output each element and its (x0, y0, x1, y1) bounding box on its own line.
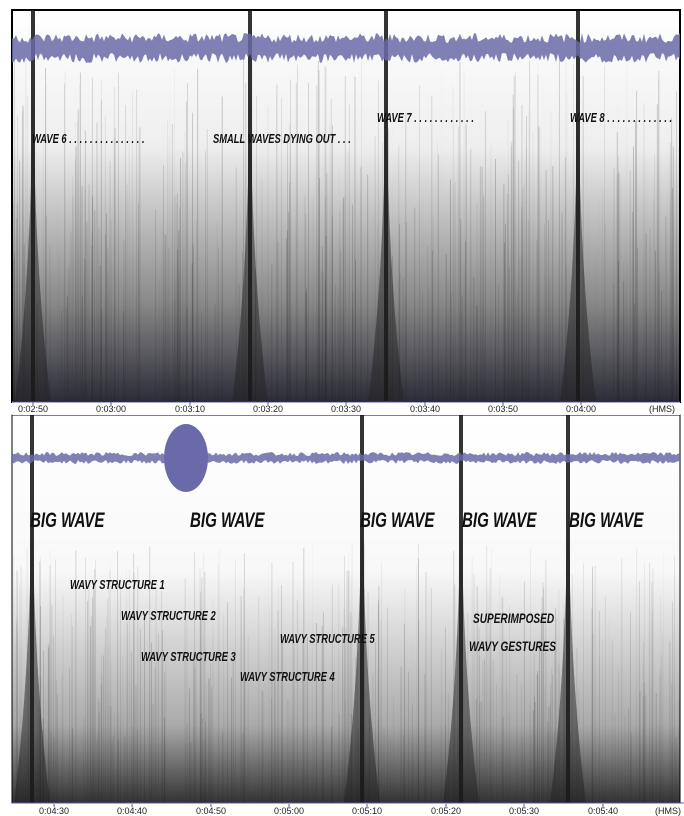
time-ruler-2 (12, 803, 684, 816)
time-tick-label: 0:05:30 (509, 806, 539, 816)
annotation: WAVY STRUCTURE 2 (121, 610, 216, 624)
time-tick-label: 0:02:50 (18, 404, 48, 414)
time-tick-label: 0:05:20 (431, 806, 461, 816)
time-tick-label: 0:03:00 (96, 404, 126, 414)
time-tick-label: 0:04:40 (117, 806, 147, 816)
annotation: BIG WAVE (462, 507, 537, 531)
annotation: BIG WAVE (30, 507, 105, 531)
annotation: BIG WAVE (360, 507, 435, 531)
annotation: BIG WAVE (190, 507, 265, 531)
time-tick-label: 0:03:40 (410, 404, 440, 414)
time-tick-label: 0:05:40 (588, 806, 618, 816)
annotation: WAVE 6 . . . . . . . . . . . . . . . (32, 133, 145, 147)
annotation: BIG WAVE (569, 507, 644, 531)
annotation: WAVY STRUCTURE 1 (70, 579, 165, 593)
waveform (12, 33, 680, 63)
time-ruler-1 (12, 402, 680, 415)
time-tick-label: 0:04:00 (566, 404, 596, 414)
annotation: WAVY STRUCTURE 3 (141, 651, 236, 665)
time-tick-label: 0:05:10 (352, 806, 382, 816)
time-unit: (HMS) (649, 404, 675, 414)
annotation: WAVE 7 . . . . . . . . . . . . (377, 112, 474, 126)
time-tick-label: 0:03:30 (331, 404, 361, 414)
time-tick-label: 0:04:50 (196, 806, 226, 816)
annotation: SUPERIMPOSED (473, 610, 554, 626)
wave-base (232, 50, 268, 402)
time-tick-label: 0:03:10 (175, 404, 205, 414)
annotation: SMALL WAVES DYING OUT . . . (213, 133, 351, 147)
time-tick-label: 0:03:50 (488, 404, 518, 414)
annotation: WAVY GESTURES (469, 638, 556, 654)
wave-base (368, 50, 404, 402)
wave-base (344, 455, 380, 803)
wave-base (550, 455, 586, 803)
annotation: WAVY STRUCTURE 4 (240, 671, 335, 685)
time-unit: (HMS) (655, 806, 681, 816)
time-tick-label: 0:05:00 (274, 806, 304, 816)
annotation: WAVE 8 . . . . . . . . . . . . . (570, 112, 672, 126)
wave-base (560, 50, 596, 402)
annotation: WAVY STRUCTURE 5 (280, 633, 375, 647)
wave-base (14, 455, 50, 803)
waveform-burst (164, 424, 208, 492)
time-tick-label: 0:04:30 (39, 806, 69, 816)
wave-base (15, 50, 51, 402)
texture (11, 10, 681, 803)
wave-base (443, 455, 479, 803)
time-tick-label: 0:03:20 (253, 404, 283, 414)
